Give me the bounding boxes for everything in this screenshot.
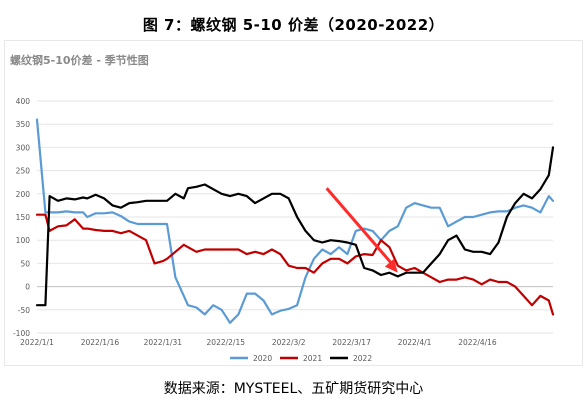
y-tick-label: 300 [16,143,31,152]
y-tick-label: 250 [16,167,31,176]
x-tick-label: 2022/3/17 [332,338,371,347]
chart-title: 螺纹钢5-10价差 - 季节性图 [10,54,149,67]
legend-label-2020: 2020 [253,354,272,363]
y-tick-label: 350 [16,120,31,129]
legend-label-2021: 2021 [303,354,322,363]
line-chart: -100 -50 0 50 100 150 200 250 300 350 400 2022/1/1 2… [13,97,555,363]
y-tick-label: 50 [20,259,30,268]
y-tick-label: 0 [25,283,30,292]
x-tick-label: 2022/1/16 [81,338,120,347]
series-line-2021 [35,213,555,316]
x-tick-label: 2022/3/2 [272,338,306,347]
x-tick-label: 2022/2/15 [207,338,246,347]
y-tick-label: -50 [18,306,30,315]
y-tick-label: 400 [16,97,31,106]
y-tick-label: 150 [16,213,31,222]
annotation-arrow-head [384,258,398,273]
figure-title: 图 7：螺纹钢 5-10 价差（2020-2022） [142,16,445,34]
x-tick-label: 2022/4/1 [398,338,432,347]
x-tick-label: 2022/4/16 [458,338,497,347]
y-tick-label: 200 [16,190,31,199]
source-note: 数据来源：MYSTEEL、五矿期货研究中心 [163,381,424,397]
legend-label-2022: 2022 [353,354,372,363]
annotation-arrow-shaft [325,187,393,265]
chart-panel [4,40,583,366]
y-tick-label: -100 [13,329,30,338]
y-tick-label: 100 [16,236,31,245]
series-line-2022 [35,146,555,307]
x-tick-label: 2022/1/1 [20,338,54,347]
series-line-2020 [35,118,555,324]
x-tick-label: 2022/1/31 [144,338,183,347]
